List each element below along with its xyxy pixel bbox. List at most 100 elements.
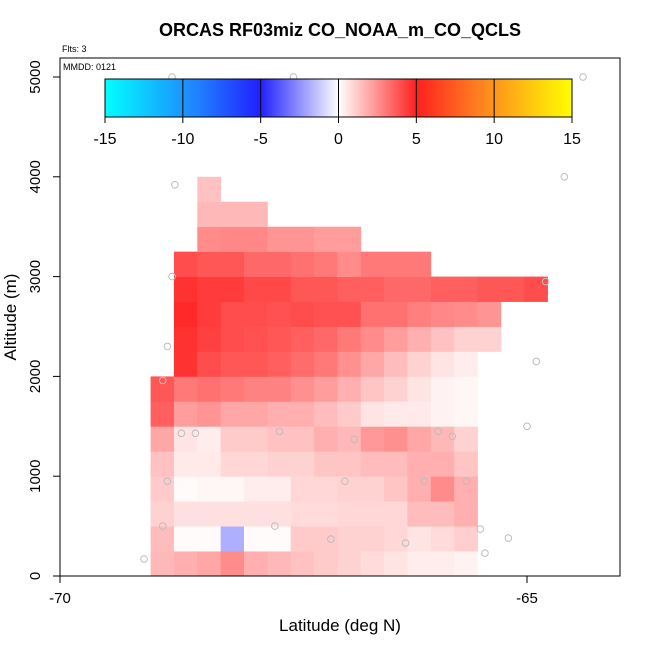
heatmap-cell: [454, 476, 478, 502]
heatmap-cell: [407, 351, 432, 377]
heatmap-cell: [430, 301, 455, 327]
sample-point: [523, 422, 531, 431]
heatmap-cell: [244, 551, 268, 577]
chart-title: ORCAS RF03miz CO_NOAA_m_CO_QCLS: [159, 20, 521, 40]
sample-point: [504, 534, 513, 542]
heatmap-cell: [430, 276, 478, 302]
heatmap-cell: [244, 476, 292, 502]
heatmap-cell: [314, 326, 338, 352]
heatmap-cell: [430, 401, 455, 427]
heatmap-cell: [454, 501, 478, 527]
heatmap-cell: [407, 551, 432, 577]
sample-point: [140, 555, 148, 563]
heatmap-cell: [337, 351, 362, 377]
heatmap-cell: [454, 451, 478, 477]
heatmap-cell: [430, 376, 455, 402]
heatmap-cell: [430, 476, 455, 502]
heatmap-cell: [337, 526, 385, 552]
heatmap-cell: [290, 476, 338, 502]
heatmap-cell: [197, 426, 222, 452]
heatmap-cell: [267, 226, 315, 253]
x-axis-label: Latitude (deg N): [279, 616, 401, 635]
heatmap-cell: [314, 426, 338, 452]
heatmap-cell: [314, 301, 362, 327]
heatmap-cell: [360, 426, 385, 452]
heatmap-cell: [220, 426, 268, 452]
sample-point: [532, 357, 541, 366]
heatmap-cell: [220, 401, 268, 427]
heatmap-cell: [197, 351, 222, 377]
x-tick-label: -65: [516, 590, 538, 607]
heatmap-cell: [220, 326, 245, 352]
heatmap-cell: [454, 401, 478, 427]
heatmap-cell: [360, 301, 408, 327]
heatmap-cell: [197, 176, 222, 203]
heatmap-cell: [360, 401, 385, 427]
heatmap-cell: [337, 501, 408, 527]
sample-point: [350, 435, 359, 444]
heatmap-cell: [384, 551, 408, 577]
heatmap-cell: [314, 376, 338, 402]
heatmap-cell: [197, 276, 245, 302]
heatmap-cell: [197, 301, 222, 327]
heatmap-cell: [173, 376, 198, 402]
heatmap-cell: [290, 301, 315, 327]
heatmap-cell: [244, 351, 268, 377]
colorbar-tick-label: 0: [334, 131, 343, 148]
heatmap-cell: [407, 501, 455, 527]
colorbar-ticks: -15 -10 -5 0 5 10 15: [93, 79, 581, 148]
heatmap-cell: [337, 376, 362, 402]
heatmap-cell: [360, 451, 408, 477]
heatmap-cell: [430, 351, 455, 377]
heatmap-cell: [314, 551, 338, 577]
heatmap-cell: [150, 476, 175, 502]
y-axis-ticks: 0 1000 2000 3000 4000 5000: [27, 60, 60, 580]
y-tick-label: 1000: [27, 460, 44, 493]
sample-point: [448, 432, 457, 441]
heatmap-cell: [244, 376, 268, 402]
heatmap-cell: [454, 326, 502, 352]
heatmap-cell: [173, 301, 198, 327]
heatmap-cell: [454, 551, 478, 577]
heatmap-cell: [430, 326, 455, 352]
heatmap-cell: [314, 351, 338, 377]
sample-point: [462, 477, 471, 485]
heatmap-cell: [454, 351, 478, 377]
heatmap-cell: [337, 426, 362, 452]
heatmap-cell: [173, 326, 198, 352]
sample-point: [401, 539, 410, 547]
heatmap-cell: [220, 376, 245, 402]
heatmap-cell: [173, 526, 222, 552]
heatmap-cell: [360, 351, 385, 377]
y-axis-label: Altitude (m): [1, 274, 20, 361]
heatmap-cell: [407, 526, 432, 552]
sample-point: [168, 272, 176, 281]
sample-point: [158, 522, 167, 530]
sample-point: [163, 342, 172, 351]
x-axis-ticks: -70 -65: [49, 576, 538, 607]
plot-frame: [59, 57, 621, 577]
heatmap-cell: [173, 276, 198, 302]
heatmap-cell: [384, 526, 408, 552]
heatmap-cell: [150, 426, 175, 452]
y-tick-label: 2000: [27, 360, 44, 393]
heatmap-cell: [430, 426, 455, 452]
heatmap-cell: [220, 451, 268, 477]
heatmap-cell: [197, 326, 222, 352]
colorbar-tick-label: 15: [563, 131, 581, 148]
heatmap-cell: [454, 526, 478, 552]
heatmap-cell: [314, 401, 338, 427]
sample-point: [163, 477, 172, 485]
heatmap-cell: [173, 401, 198, 427]
heatmap-cell: [173, 351, 198, 377]
heatmap-cell: [173, 501, 292, 527]
sample-point: [420, 477, 429, 485]
heatmap-cell: [290, 276, 338, 302]
heatmap-cell: [454, 301, 478, 327]
sample-point: [275, 427, 284, 436]
heatmap-cell: [267, 551, 292, 577]
heatmap-cell: [197, 401, 222, 427]
sample-points: [140, 73, 587, 563]
heatmap-cell: [244, 526, 292, 552]
